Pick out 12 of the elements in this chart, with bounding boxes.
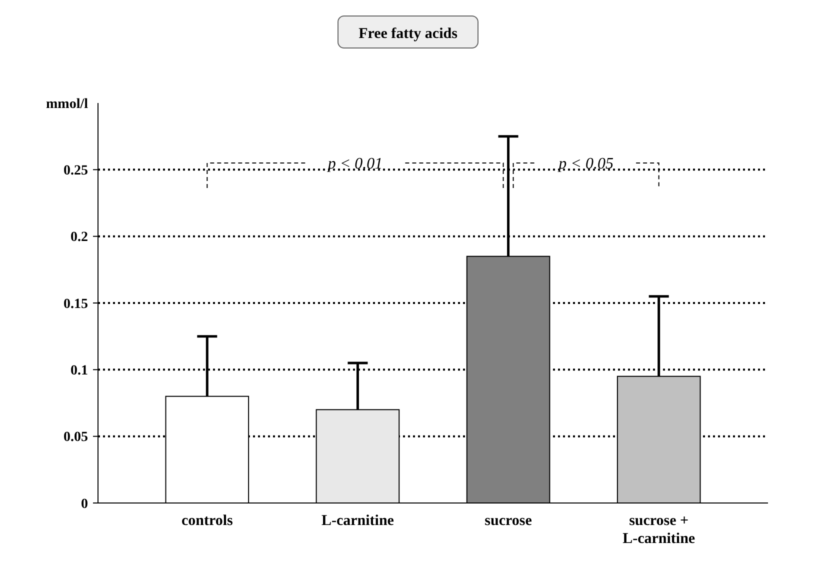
y-tick-label: 0.05 <box>64 430 88 446</box>
x-tick-label: sucrose <box>484 513 532 529</box>
x-tick-label: controls <box>181 513 234 529</box>
x-tick-label: L-carnitine <box>321 513 394 529</box>
y-tick-label: 0.15 <box>64 296 88 312</box>
chart-title: Free fatty acids <box>358 26 458 42</box>
y-tick-label: 0.25 <box>64 164 88 179</box>
y-tick-label: 0 <box>81 496 88 512</box>
x-tick-label: sucrose + L-carnitine <box>622 513 696 547</box>
y-tick-label: 0.1 <box>70 364 88 379</box>
y-tick-label: 0.2 <box>70 230 88 246</box>
y-axis-title: mmol/l <box>46 96 88 112</box>
